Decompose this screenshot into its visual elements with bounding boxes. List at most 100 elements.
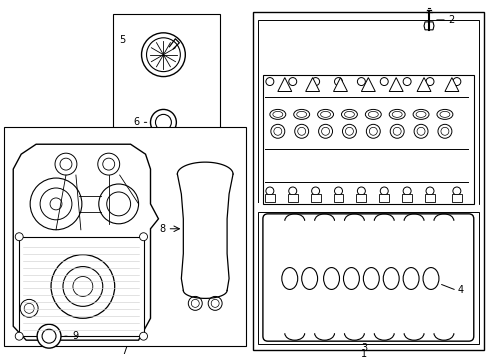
Bar (424, 194, 434, 202)
Circle shape (357, 78, 365, 86)
Ellipse shape (402, 267, 418, 289)
Circle shape (15, 332, 23, 340)
Ellipse shape (341, 109, 357, 120)
Ellipse shape (320, 111, 330, 117)
Bar (252, 12, 483, 350)
Circle shape (380, 187, 387, 195)
Circle shape (389, 124, 403, 138)
Bar (4, 127, 245, 346)
Ellipse shape (383, 267, 398, 289)
Circle shape (288, 187, 296, 195)
Circle shape (60, 158, 72, 170)
Circle shape (334, 78, 342, 86)
Circle shape (297, 127, 305, 135)
Circle shape (273, 127, 281, 135)
Circle shape (24, 303, 34, 313)
Circle shape (437, 124, 451, 138)
Text: 5: 5 (119, 35, 125, 45)
Ellipse shape (269, 109, 285, 120)
Bar (263, 75, 473, 204)
Circle shape (50, 198, 62, 210)
Circle shape (188, 296, 202, 310)
Circle shape (55, 153, 77, 175)
Circle shape (392, 127, 400, 135)
Ellipse shape (439, 111, 449, 117)
Bar (112, 14, 220, 141)
Text: 1: 1 (361, 349, 366, 359)
Circle shape (357, 187, 365, 195)
Circle shape (37, 324, 61, 348)
Circle shape (42, 329, 56, 343)
Polygon shape (305, 78, 319, 91)
Ellipse shape (363, 267, 379, 289)
Bar (257, 212, 478, 344)
Text: 9: 9 (72, 331, 78, 341)
Circle shape (265, 78, 273, 86)
Bar (451, 194, 461, 202)
Circle shape (40, 188, 72, 220)
Circle shape (270, 124, 284, 138)
Circle shape (425, 187, 433, 195)
Polygon shape (416, 78, 430, 91)
Circle shape (380, 78, 387, 86)
Bar (257, 203, 478, 211)
Bar (356, 194, 366, 202)
Circle shape (452, 78, 460, 86)
FancyBboxPatch shape (263, 214, 473, 341)
Ellipse shape (388, 109, 405, 120)
Circle shape (98, 153, 120, 175)
Bar (287, 194, 297, 202)
Ellipse shape (281, 267, 297, 289)
Bar (19, 237, 143, 336)
Circle shape (146, 38, 180, 72)
Circle shape (141, 33, 185, 77)
Circle shape (30, 178, 81, 230)
Circle shape (452, 187, 460, 195)
Text: 7: 7 (122, 346, 127, 356)
Circle shape (63, 266, 102, 306)
Circle shape (139, 332, 147, 340)
Bar (379, 194, 388, 202)
Bar (257, 20, 478, 204)
Ellipse shape (415, 111, 425, 117)
Bar (310, 194, 320, 202)
Circle shape (368, 127, 377, 135)
Ellipse shape (272, 111, 282, 117)
Circle shape (265, 187, 273, 195)
Circle shape (208, 296, 222, 310)
Circle shape (416, 127, 424, 135)
Ellipse shape (365, 109, 381, 120)
Circle shape (440, 127, 448, 135)
Ellipse shape (344, 111, 354, 117)
Ellipse shape (391, 111, 401, 117)
Text: 8: 8 (159, 224, 165, 234)
Ellipse shape (436, 109, 452, 120)
Ellipse shape (422, 267, 438, 289)
Circle shape (20, 300, 38, 317)
Circle shape (345, 127, 353, 135)
Circle shape (294, 124, 308, 138)
Circle shape (73, 276, 93, 296)
Circle shape (191, 300, 199, 307)
Text: 3: 3 (361, 343, 366, 353)
Ellipse shape (343, 267, 359, 289)
Ellipse shape (412, 109, 428, 120)
Polygon shape (277, 78, 291, 91)
Circle shape (155, 114, 171, 130)
Circle shape (150, 109, 176, 135)
Bar (264, 194, 274, 202)
Circle shape (425, 78, 433, 86)
Ellipse shape (323, 267, 339, 289)
Polygon shape (388, 78, 402, 91)
Ellipse shape (293, 109, 309, 120)
Ellipse shape (301, 267, 317, 289)
Circle shape (51, 255, 115, 318)
Ellipse shape (317, 109, 333, 120)
Circle shape (99, 184, 138, 224)
Polygon shape (423, 22, 433, 30)
Circle shape (334, 187, 342, 195)
Circle shape (318, 124, 332, 138)
Ellipse shape (367, 111, 378, 117)
Bar (401, 194, 411, 202)
Circle shape (102, 158, 115, 170)
